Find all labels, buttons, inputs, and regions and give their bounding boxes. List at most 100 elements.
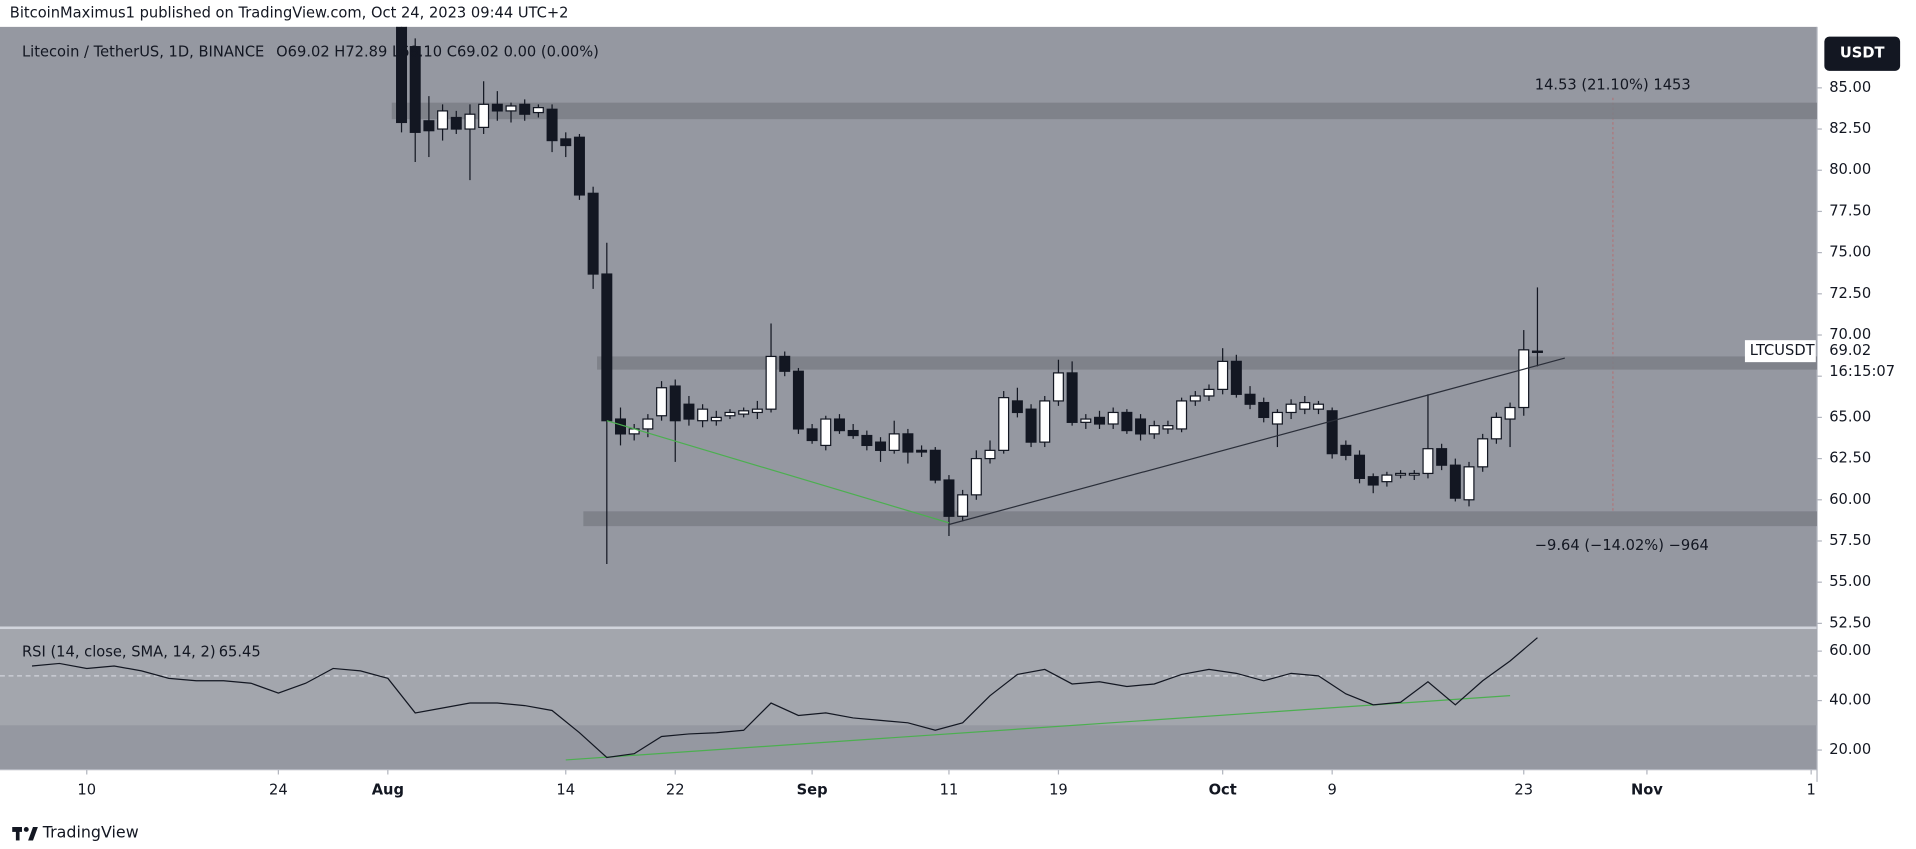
candle-body — [765, 355, 777, 410]
candle-body — [998, 397, 1010, 451]
candle-body — [806, 428, 818, 442]
candle-body — [1258, 401, 1270, 419]
candle-body — [573, 136, 585, 196]
candle-body — [710, 416, 722, 422]
zones — [391, 102, 1818, 527]
logo — [12, 827, 38, 841]
x-tick-label: 19 — [1049, 781, 1068, 798]
candle-body — [1271, 411, 1283, 425]
candle-body — [1449, 464, 1461, 499]
candle-body — [1285, 403, 1297, 414]
candle-body — [1052, 372, 1064, 402]
x-tick-label: 10 — [77, 781, 96, 798]
candle-body — [423, 120, 435, 132]
candle-body — [1121, 411, 1133, 432]
candle-body — [546, 108, 558, 142]
x-tick-label: 24 — [269, 781, 288, 798]
candle-body — [1518, 349, 1530, 409]
rsi-line — [31, 637, 1538, 759]
rsi-value: 65.45 — [219, 643, 261, 660]
candle-body — [464, 113, 476, 130]
y-tick-label: 80.00 — [1829, 161, 1871, 178]
candle-body — [1422, 448, 1434, 475]
x-tick-label: 9 — [1327, 781, 1336, 798]
currency-button[interactable] — [1824, 36, 1901, 71]
candle-body — [1340, 444, 1352, 456]
candle-body — [833, 418, 845, 432]
y-tick-label: 62.50 — [1829, 450, 1871, 467]
currency[interactable]: USDT — [1840, 45, 1885, 62]
candle-body — [1080, 418, 1092, 423]
candle-body — [792, 370, 804, 430]
axes: 52.5055.0057.5060.0062.5065.0067.5070.00… — [77, 79, 1903, 798]
x-tick-label: 1 — [1806, 781, 1815, 798]
rsi — [0, 629, 1818, 761]
candle-body — [1244, 393, 1256, 405]
candle-body — [970, 457, 982, 496]
measure-down: −9.64 (−14.02%) −964 — [1535, 537, 1709, 554]
candle-body — [1025, 408, 1037, 443]
trendline — [606, 420, 950, 524]
x-tick-label: Nov — [1631, 781, 1663, 798]
rsi-trendline — [565, 695, 1511, 761]
rsi-tick-label: 60.00 — [1829, 642, 1871, 659]
candle-body — [1217, 360, 1229, 391]
x-tick-label: Sep — [797, 781, 828, 798]
candle-body — [1367, 476, 1379, 486]
candle-body — [875, 441, 887, 451]
candle-body — [888, 433, 900, 451]
candle-body — [847, 429, 859, 437]
x-tick-label: 22 — [666, 781, 685, 798]
zone — [597, 356, 1818, 370]
candle-body — [820, 418, 832, 447]
candle-body — [642, 418, 654, 430]
candle-body — [478, 103, 490, 129]
candle-body — [615, 418, 626, 435]
y-tick-label: 52.50 — [1829, 614, 1871, 631]
y-tick-label: 85.00 — [1829, 79, 1871, 96]
candle-body — [1203, 388, 1215, 397]
candle-body — [437, 110, 449, 130]
candle-body — [532, 107, 544, 114]
countdown: 16:15:07 — [1829, 363, 1895, 380]
candle-body — [738, 410, 750, 415]
candle-body — [1395, 472, 1407, 476]
candle-body — [751, 408, 763, 414]
measure-up: 14.53 (21.10%) 1453 — [1535, 77, 1691, 94]
candle-body — [929, 449, 941, 481]
candle-body — [697, 408, 709, 422]
candle-body — [1490, 416, 1502, 440]
price-box — [1821, 340, 1903, 385]
footer: TradingView — [42, 823, 139, 842]
candle-body — [1381, 474, 1393, 483]
y-tick-label: 60.00 — [1829, 491, 1871, 508]
candle-body — [450, 116, 462, 130]
header: BitcoinMaximus1 published on TradingView… — [10, 4, 569, 21]
candle-body — [683, 403, 695, 420]
candle-body — [491, 103, 503, 112]
zone — [391, 102, 1818, 120]
x-tick-label: Oct — [1209, 781, 1237, 798]
y-tick-label: 57.50 — [1829, 532, 1871, 549]
candle-body — [669, 385, 681, 422]
candle-body — [724, 411, 736, 417]
candle-body — [1176, 400, 1188, 430]
y-tick-label: 82.50 — [1829, 120, 1871, 137]
candle-body — [957, 494, 969, 517]
symbol-box — [1744, 340, 1816, 363]
candles — [396, 26, 1543, 565]
rsi-tick-label: 20.00 — [1829, 741, 1871, 758]
candle-body — [1504, 406, 1516, 420]
candle-body — [916, 449, 928, 453]
x-tick-label: 23 — [1514, 781, 1533, 798]
y-tick-label: 70.00 — [1829, 326, 1871, 343]
y-tick-label: 65.00 — [1829, 408, 1871, 425]
candle-body — [943, 479, 955, 517]
ohlc-legend: O69.02 H72.89 L68.10 C69.02 0.00 (0.00%) — [276, 44, 599, 61]
candle-body — [396, 26, 408, 124]
candle-body — [656, 387, 668, 417]
trendlines — [606, 357, 1565, 526]
candle-body — [1299, 401, 1311, 410]
